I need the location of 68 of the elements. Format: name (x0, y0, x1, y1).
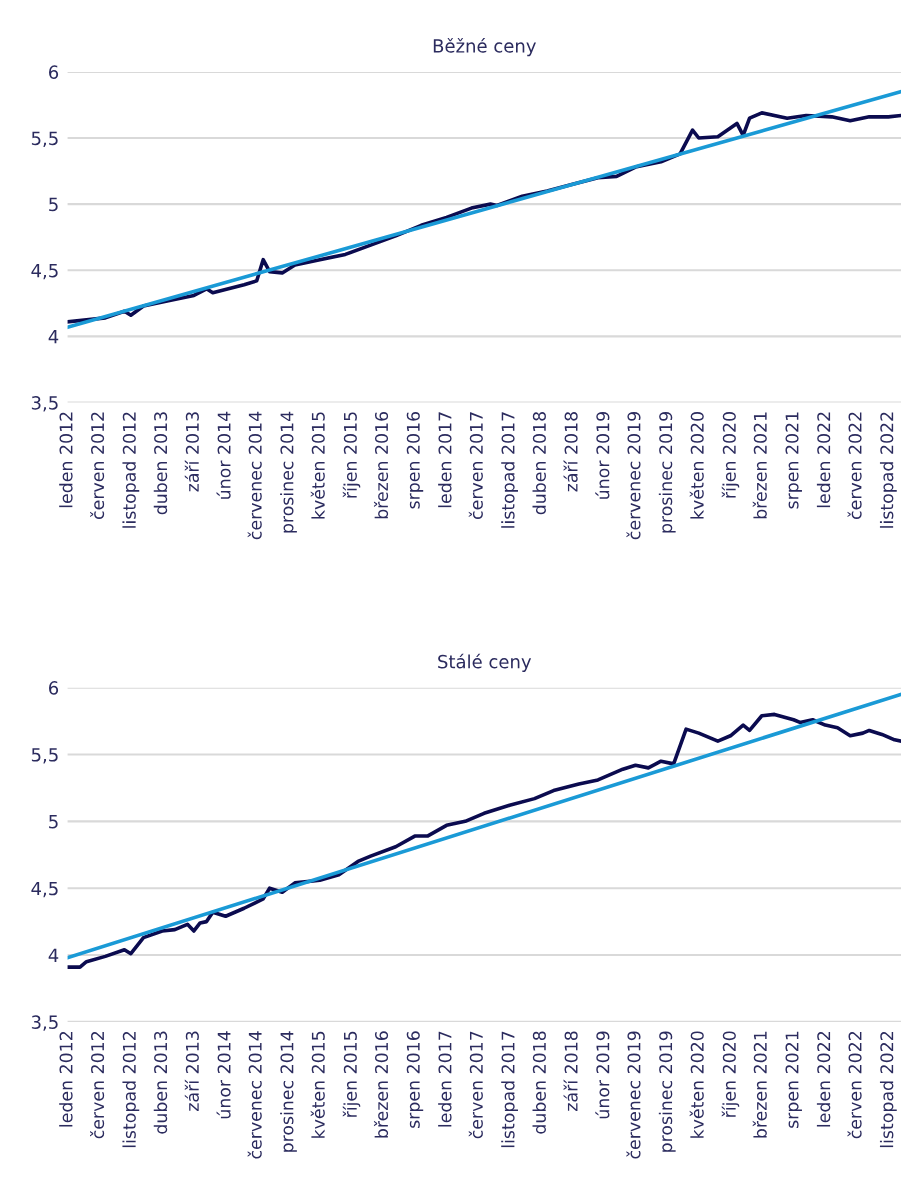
x-tick-label: říjen 2020 (721, 1031, 740, 1117)
x-tick-label: listopad 2017 (501, 412, 518, 528)
x-tick-label: červen 2017 (468, 412, 483, 519)
x-tick-label: prosinec 2014 (280, 1031, 297, 1152)
y-tick-label: 5,5 (31, 131, 58, 147)
x-tick-label: březen 2016 (373, 1031, 389, 1138)
x-tick-label: leden 2022 (816, 1031, 831, 1127)
x-tick-label: září 2013 (184, 412, 199, 492)
x-tick-label: únor 2014 (216, 411, 231, 499)
x-tick-label: leden 2022 (816, 412, 831, 508)
x-tick-label: červen 2022 (847, 412, 862, 519)
x-tick-label: listopad 2012 (122, 1031, 140, 1148)
y-tick-label: 3,5 (31, 1015, 58, 1031)
x-tick-label: srpen 2021 (785, 1031, 802, 1128)
x-tick-label: únor 2014 (216, 1031, 231, 1119)
x-tick-label: leden 2012 (59, 1031, 73, 1127)
y-tick-label: 4,5 (31, 881, 58, 898)
x-tick-label: prosinec 2019 (658, 1031, 676, 1152)
y-tick-label: 5,5 (31, 748, 58, 764)
x-tick-label: březen 2016 (373, 411, 389, 519)
y-tick-label: 5 (49, 815, 58, 829)
x-tick-label: únor 2019 (595, 1031, 610, 1119)
y-tick-label: 6 (49, 681, 59, 695)
x-tick-label: květen 2020 (689, 412, 704, 519)
x-tick-label: srpen 2016 (406, 411, 424, 509)
x-tick-label: červen 2012 (90, 412, 105, 519)
x-tick-label: říjen 2015 (342, 1031, 361, 1117)
x-tick-label: červenec 2019 (626, 1031, 641, 1159)
x-tick-label: květen 2015 (310, 1031, 325, 1138)
x-tick-label: srpen 2021 (785, 412, 802, 509)
x-tick-label: leden 2017 (438, 1031, 452, 1127)
x-tick-label: prosinec 2014 (280, 411, 297, 533)
x-tick-label: duben 2013 (153, 412, 168, 515)
x-tick-label: červenec 2014 (247, 411, 262, 540)
y-tick-label: 4 (48, 948, 59, 962)
x-tick-label: leden 2012 (59, 412, 73, 508)
x-tick-label: duben 2013 (153, 1031, 168, 1134)
x-tick-label: říjen 2015 (342, 412, 361, 498)
chart-title: Stálé ceny (438, 653, 532, 672)
chart-title: Běžné ceny (433, 37, 536, 57)
y-tick-label: 4,5 (31, 263, 58, 280)
y-tick-label: 5 (49, 197, 58, 212)
x-tick-label: listopad 2017 (501, 1031, 518, 1148)
y-tick-label: 3,5 (31, 395, 58, 412)
x-tick-label: březen 2021 (752, 412, 767, 519)
y-tick-label: 4 (48, 330, 59, 344)
x-tick-label: červenec 2014 (247, 1031, 262, 1159)
x-tick-label: srpen 2016 (406, 1031, 424, 1128)
x-tick-label: prosinec 2019 (658, 412, 676, 533)
x-tick-label: září 2018 (563, 412, 578, 492)
x-tick-label: duben 2018 (532, 412, 546, 515)
x-tick-label: červen 2022 (847, 1031, 862, 1139)
x-tick-label: listopad 2012 (122, 412, 140, 528)
x-tick-label: leden 2017 (438, 412, 452, 508)
y-tick-label: 6 (49, 65, 59, 79)
x-tick-label: listopad 2022 (879, 1031, 897, 1148)
x-tick-label: listopad 2022 (879, 412, 897, 528)
x-tick-label: září 2018 (563, 1031, 578, 1111)
x-tick-label: říjen 2020 (721, 412, 740, 498)
x-tick-label: březen 2021 (752, 1031, 767, 1138)
x-tick-label: září 2013 (184, 1031, 199, 1111)
x-tick-label: červen 2012 (90, 1031, 105, 1139)
x-tick-label: červen 2017 (468, 1031, 483, 1139)
x-tick-label: únor 2019 (595, 412, 610, 499)
x-tick-label: duben 2018 (532, 1031, 546, 1134)
x-tick-label: červenec 2019 (626, 412, 641, 540)
x-tick-label: květen 2015 (310, 412, 325, 519)
x-tick-label: květen 2020 (689, 1031, 704, 1138)
